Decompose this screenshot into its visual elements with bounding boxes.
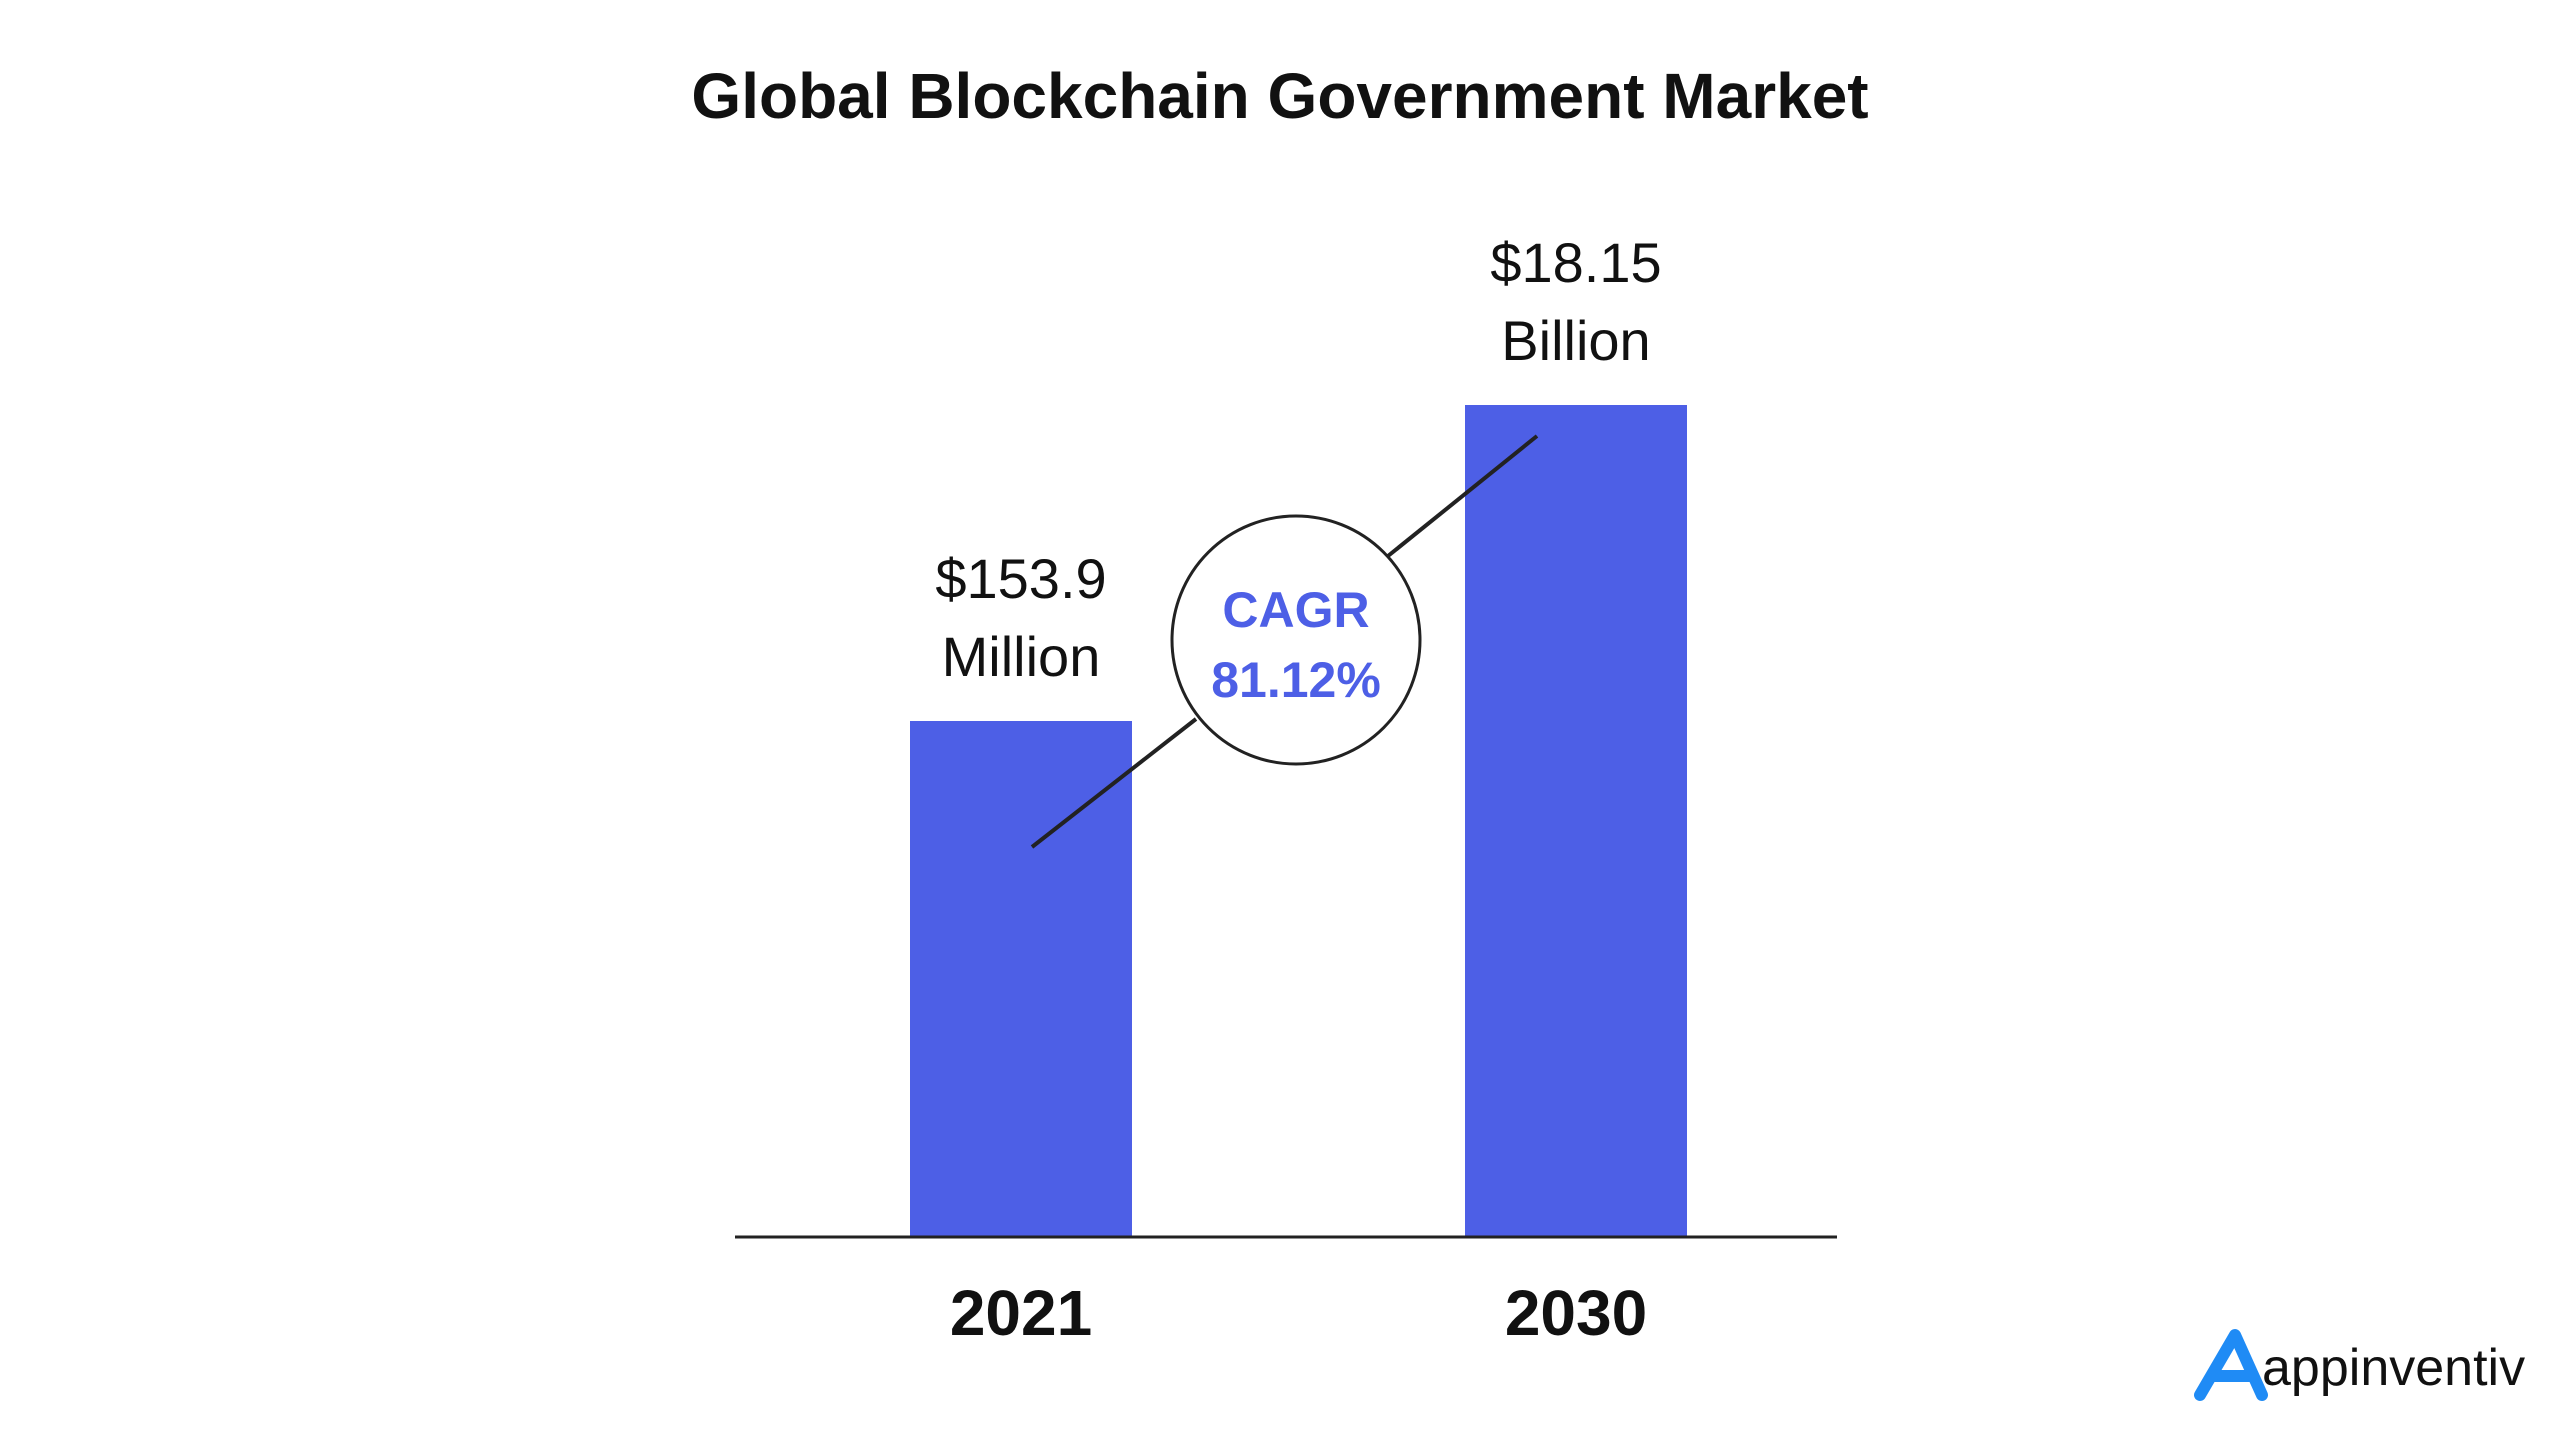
chart-title: Global Blockchain Government Market — [691, 60, 1868, 132]
bars-group: 2021 $153.9 Million 2030 $18.15 Billion — [910, 231, 1687, 1349]
cagr-circle — [1170, 514, 1422, 766]
brand-name: appinventiv — [2262, 1339, 2525, 1397]
brand-logo: appinventiv — [2194, 1329, 2525, 1401]
trend-line-upper — [1386, 434, 1539, 558]
cagr-annotation: CAGR 81.12% — [1170, 514, 1422, 766]
data-label-unit: Billion — [1501, 309, 1650, 372]
data-label-unit: Million — [942, 625, 1101, 688]
data-label-value: $153.9 — [935, 547, 1106, 610]
bar-2021 — [910, 721, 1132, 1237]
x-tick-label: 2021 — [950, 1277, 1092, 1349]
cagr-label: CAGR — [1222, 582, 1369, 638]
x-tick-label: 2030 — [1505, 1277, 1647, 1349]
appinventiv-logo-icon — [2194, 1329, 2268, 1401]
trend-line-lower — [1030, 717, 1198, 849]
data-label-value: $18.15 — [1490, 231, 1661, 294]
cagr-value: 81.12% — [1211, 652, 1381, 708]
bar-2030 — [1465, 405, 1687, 1237]
